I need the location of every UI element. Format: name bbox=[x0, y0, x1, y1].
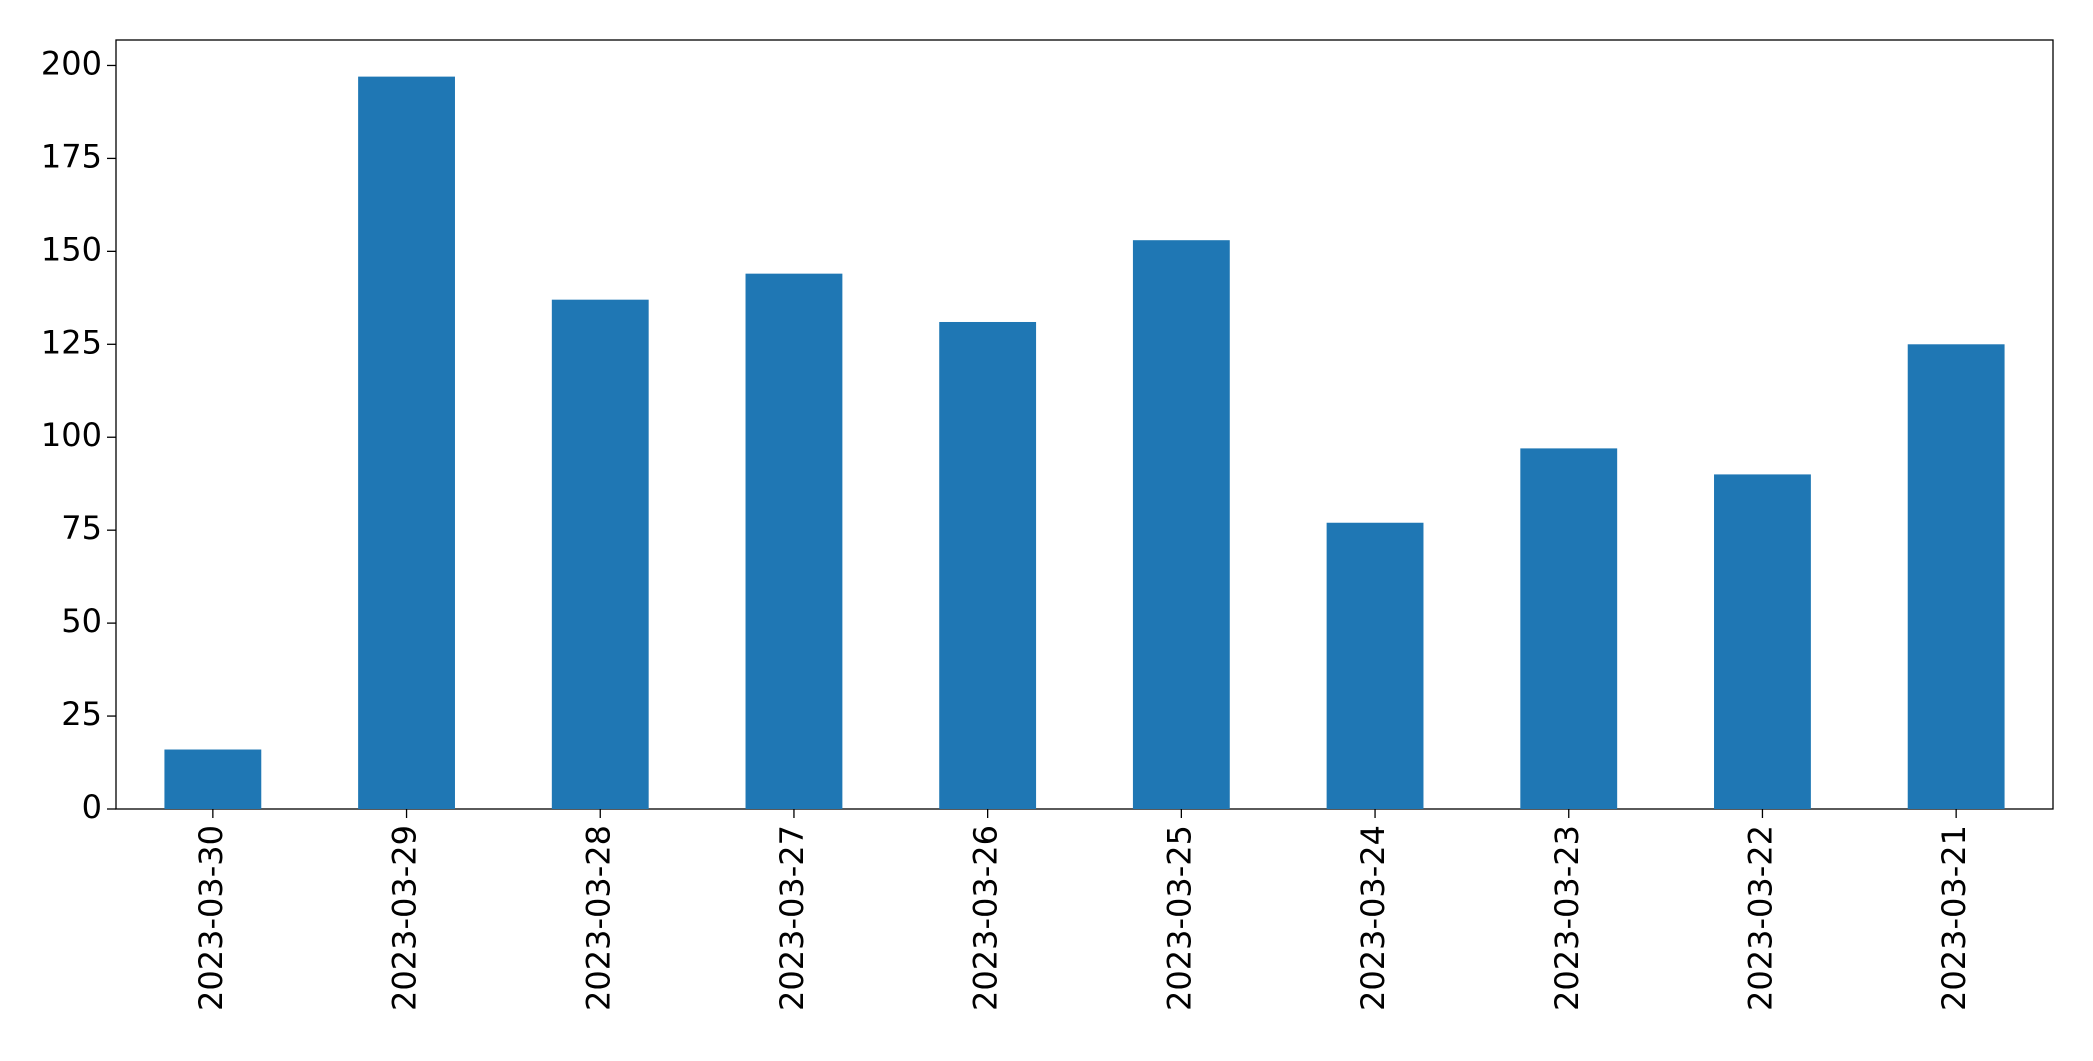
bar bbox=[1714, 474, 1811, 809]
y-tick-label: 0 bbox=[82, 788, 102, 826]
y-tick-label: 100 bbox=[41, 416, 102, 454]
bar bbox=[745, 273, 843, 810]
y-tick-label: 175 bbox=[41, 137, 102, 175]
x-tick-label: 2023-03-21 bbox=[1935, 825, 1973, 1011]
x-tick-label: 2023-03-27 bbox=[773, 825, 811, 1011]
y-tick-label: 150 bbox=[41, 230, 102, 268]
bar bbox=[1520, 448, 1618, 809]
bar bbox=[164, 749, 262, 809]
x-tick-label: 2023-03-26 bbox=[967, 825, 1005, 1011]
bar bbox=[1907, 344, 2005, 809]
bar bbox=[1132, 240, 1230, 809]
y-tick-label: 50 bbox=[61, 602, 102, 640]
y-tick-label: 75 bbox=[61, 509, 102, 547]
bar bbox=[1326, 522, 1424, 809]
x-tick-label: 2023-03-24 bbox=[1354, 825, 1392, 1011]
x-tick-label: 2023-03-22 bbox=[1741, 825, 1779, 1011]
x-tick-label: 2023-03-28 bbox=[579, 825, 617, 1011]
plot-frame bbox=[115, 39, 2054, 810]
bar bbox=[939, 321, 1037, 809]
y-tick-label: 25 bbox=[61, 695, 102, 733]
y-tick-label: 125 bbox=[41, 323, 102, 361]
x-tick-label: 2023-03-30 bbox=[192, 825, 230, 1011]
x-tick-label: 2023-03-23 bbox=[1548, 825, 1586, 1011]
bar bbox=[358, 76, 455, 810]
y-tick-label: 200 bbox=[41, 44, 102, 82]
bar bbox=[551, 299, 649, 809]
x-tick-label: 2023-03-25 bbox=[1160, 825, 1198, 1011]
x-tick-label: 2023-03-29 bbox=[386, 825, 424, 1011]
